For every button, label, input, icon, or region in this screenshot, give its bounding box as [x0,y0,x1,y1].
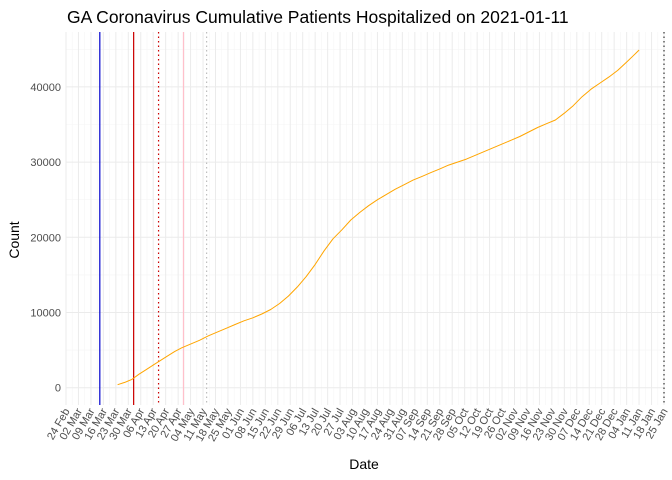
y-tick-label: 0 [55,383,61,395]
series-line [117,49,640,386]
x-axis-title: Date [349,456,379,472]
chart-title: GA Coronavirus Cumulative Patients Hospi… [67,7,569,27]
y-axis-title: Count [6,221,22,258]
reference-lines [99,32,665,405]
major-gridlines [65,32,665,405]
y-axis-ticks: 0 10000 20000 30000 40000 [30,82,61,395]
y-tick-label: 30000 [30,157,61,169]
series-layer [117,49,640,386]
y-tick-label: 20000 [30,232,61,244]
y-tick-label: 40000 [30,82,61,94]
y-tick-label: 10000 [30,308,61,320]
